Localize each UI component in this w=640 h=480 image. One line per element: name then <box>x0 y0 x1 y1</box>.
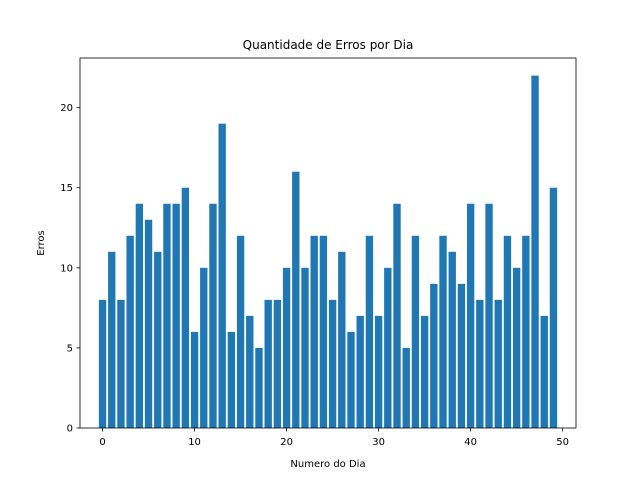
bar-day-29 <box>365 235 374 428</box>
bar-day-12 <box>209 203 217 428</box>
bar-day-1 <box>108 251 116 428</box>
bar-day-13 <box>218 123 226 429</box>
bar-day-9 <box>181 187 190 428</box>
bar-day-19 <box>273 299 282 428</box>
x-axis-label: Numero do Dia <box>290 459 365 470</box>
bar-day-18 <box>264 299 272 428</box>
bar-day-28 <box>356 315 364 428</box>
y-axis-label: Erros <box>36 230 47 255</box>
y-tick-label: 15 <box>60 183 73 194</box>
bar-day-11 <box>200 267 208 428</box>
plot-frame <box>79 57 577 429</box>
bar-day-3 <box>126 235 134 428</box>
bar-day-41 <box>476 299 484 428</box>
y-tick-label: 10 <box>60 263 73 274</box>
chart-title: Quantidade de Erros por Dia <box>243 38 414 52</box>
bar-day-0 <box>98 299 107 428</box>
bar-day-23 <box>310 235 318 428</box>
bar-day-49 <box>549 187 558 428</box>
bar-day-43 <box>494 299 502 428</box>
bar-day-27 <box>347 331 355 428</box>
bar-day-14 <box>227 331 236 428</box>
bar-day-31 <box>384 267 392 428</box>
y-axis-ticks: 0 5 10 15 20 <box>60 103 80 435</box>
bar-day-38 <box>448 251 456 428</box>
bar-day-17 <box>255 347 263 428</box>
bar-day-4 <box>135 203 144 428</box>
bar-day-34 <box>411 235 420 428</box>
bar-day-33 <box>402 347 410 428</box>
bar-day-42 <box>485 203 493 428</box>
x-tick-label: 20 <box>280 437 293 448</box>
bar-day-15 <box>236 235 245 428</box>
bar-day-48 <box>540 315 548 428</box>
bar-day-39 <box>457 283 466 428</box>
bar-day-2 <box>117 299 125 428</box>
bar-day-37 <box>439 235 447 428</box>
x-tick-label: 30 <box>372 437 385 448</box>
y-tick-label: 20 <box>60 103 73 114</box>
bar-day-7 <box>163 203 171 428</box>
bar-day-5 <box>144 219 153 428</box>
y-tick-label: 5 <box>67 343 73 354</box>
bar-day-22 <box>301 267 309 428</box>
bar-day-32 <box>393 203 401 428</box>
bar-day-44 <box>503 235 512 428</box>
x-tick-label: 0 <box>99 437 105 448</box>
y-tick-label: 0 <box>67 424 73 435</box>
bar-day-46 <box>522 235 530 428</box>
bar-day-45 <box>512 267 521 428</box>
bars-group <box>98 75 558 429</box>
bar-day-20 <box>282 267 291 428</box>
bar-day-47 <box>531 75 539 428</box>
x-tick-label: 40 <box>464 437 477 448</box>
bar-day-25 <box>328 299 337 428</box>
bar-day-24 <box>319 235 328 428</box>
x-tick-label: 10 <box>188 437 201 448</box>
bar-day-36 <box>430 283 438 428</box>
bar-day-8 <box>172 203 180 428</box>
bar-day-21 <box>292 171 300 428</box>
bar-day-35 <box>420 315 429 428</box>
bar-day-40 <box>466 203 475 428</box>
bar-day-16 <box>246 315 254 428</box>
bar-day-30 <box>374 315 383 428</box>
bar-day-10 <box>190 331 199 428</box>
bar-day-26 <box>338 251 346 428</box>
bar-day-6 <box>154 251 162 428</box>
x-tick-label: 50 <box>556 437 569 448</box>
x-axis-ticks: 0 10 20 30 40 50 <box>99 428 569 448</box>
